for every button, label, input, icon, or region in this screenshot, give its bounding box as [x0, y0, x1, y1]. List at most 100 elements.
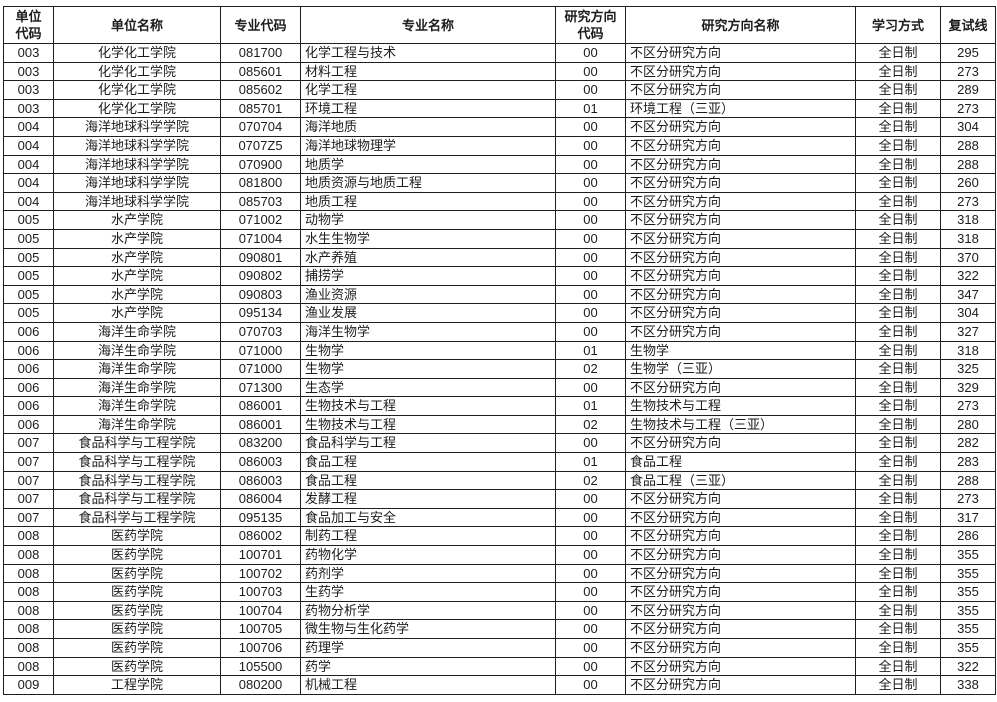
cell-study-mode: 全日制	[855, 210, 941, 230]
table-row: 008 医药学院 100701 药物化学 00 不区分研究方向 全日制 355	[3, 545, 996, 565]
cell-unit-code: 006	[3, 377, 54, 398]
cell-study-mode: 全日制	[855, 638, 941, 658]
cell-score-line: 282	[940, 433, 996, 454]
cell-direction-name: 不区分研究方向	[625, 675, 856, 695]
table-row: 006 海洋生命学院 071000 生物学 01 生物学 全日制 318	[3, 340, 996, 361]
cell-unit-code: 005	[3, 266, 54, 286]
cell-direction-name: 不区分研究方向	[625, 117, 856, 137]
cell-direction-name: 不区分研究方向	[625, 284, 856, 305]
cell-unit-name: 水产学院	[53, 303, 221, 323]
column-header-unit-code: 单位 代码	[3, 6, 54, 44]
table-row: 006 海洋生命学院 071000 生物学 02 生物学（三亚） 全日制 325	[3, 359, 996, 379]
cell-unit-code: 008	[3, 656, 54, 677]
cell-direction-code: 00	[555, 135, 626, 156]
table-row: 008 医药学院 100702 药剂学 00 不区分研究方向 全日制 355	[3, 563, 996, 584]
cell-major-name: 动物学	[300, 210, 556, 230]
cell-major-code: 095135	[220, 507, 301, 528]
cell-direction-code: 00	[555, 675, 626, 695]
cell-major-code: 085602	[220, 80, 301, 100]
cell-direction-code: 00	[555, 191, 626, 212]
cell-major-name: 地质学	[300, 154, 556, 175]
cell-major-code: 086003	[220, 470, 301, 491]
cell-major-code: 081800	[220, 173, 301, 193]
cell-unit-code: 007	[3, 470, 54, 491]
cell-score-line: 355	[940, 600, 996, 621]
admissions-score-table: 单位 代码 单位名称 专业代码 专业名称 研究方向 代码 研究方向名称 学习方式 复试线 00…	[3, 6, 996, 695]
cell-major-name: 药物分析学	[300, 600, 556, 621]
cell-direction-code: 00	[555, 545, 626, 565]
column-header-major-name: 专业名称	[300, 6, 556, 44]
cell-direction-name: 不区分研究方向	[625, 545, 856, 565]
column-header-score-line: 复试线	[940, 6, 996, 44]
cell-study-mode: 全日制	[855, 396, 941, 416]
cell-score-line: 273	[940, 489, 996, 509]
cell-study-mode: 全日制	[855, 303, 941, 323]
cell-unit-name: 食品科学与工程学院	[53, 452, 221, 472]
cell-direction-code: 00	[555, 563, 626, 584]
table-row: 004 海洋地球科学学院 0707Z5 海洋地球物理学 00 不区分研究方向 全日制 288	[3, 135, 996, 156]
cell-major-code: 071000	[220, 340, 301, 361]
cell-major-code: 100702	[220, 563, 301, 584]
cell-direction-code: 00	[555, 638, 626, 658]
cell-study-mode: 全日制	[855, 228, 941, 249]
cell-study-mode: 全日制	[855, 600, 941, 621]
cell-study-mode: 全日制	[855, 675, 941, 695]
cell-unit-code: 006	[3, 396, 54, 416]
cell-direction-code: 00	[555, 507, 626, 528]
cell-unit-code: 004	[3, 191, 54, 212]
cell-unit-code: 007	[3, 452, 54, 472]
cell-score-line: 322	[940, 656, 996, 677]
cell-score-line: 370	[940, 247, 996, 268]
cell-score-line: 273	[940, 98, 996, 119]
cell-unit-name: 食品科学与工程学院	[53, 507, 221, 528]
cell-unit-code: 005	[3, 284, 54, 305]
cell-study-mode: 全日制	[855, 98, 941, 119]
column-header-direction-code: 研究方向 代码	[555, 6, 626, 44]
cell-study-mode: 全日制	[855, 545, 941, 565]
cell-direction-name: 不区分研究方向	[625, 582, 856, 602]
cell-unit-name: 海洋生命学院	[53, 321, 221, 342]
column-header-direction-name: 研究方向名称	[625, 6, 856, 44]
cell-study-mode: 全日制	[855, 61, 941, 82]
cell-study-mode: 全日制	[855, 266, 941, 286]
cell-unit-name: 工程学院	[53, 675, 221, 695]
cell-direction-code: 00	[555, 526, 626, 547]
cell-direction-code: 01	[555, 396, 626, 416]
cell-major-name: 化学工程	[300, 80, 556, 100]
cell-unit-code: 005	[3, 247, 54, 268]
cell-direction-code: 00	[555, 489, 626, 509]
cell-unit-code: 009	[3, 675, 54, 695]
cell-unit-name: 水产学院	[53, 247, 221, 268]
cell-unit-name: 医药学院	[53, 526, 221, 547]
cell-direction-code: 00	[555, 433, 626, 454]
cell-direction-code: 02	[555, 414, 626, 435]
table-row: 008 医药学院 105500 药学 00 不区分研究方向 全日制 322	[3, 656, 996, 677]
cell-study-mode: 全日制	[855, 117, 941, 137]
cell-direction-name: 环境工程（三亚）	[625, 98, 856, 119]
cell-major-code: 085703	[220, 191, 301, 212]
cell-major-name: 食品科学与工程	[300, 433, 556, 454]
table-row: 007 食品科学与工程学院 095135 食品加工与安全 00 不区分研究方向 全日制 317	[3, 507, 996, 528]
cell-unit-name: 海洋生命学院	[53, 340, 221, 361]
cell-unit-name: 水产学院	[53, 210, 221, 230]
cell-study-mode: 全日制	[855, 452, 941, 472]
cell-score-line: 280	[940, 414, 996, 435]
cell-major-code: 085601	[220, 61, 301, 82]
cell-major-name: 渔业资源	[300, 284, 556, 305]
cell-unit-code: 004	[3, 173, 54, 193]
table-row: 007 食品科学与工程学院 086003 食品工程 02 食品工程（三亚） 全日制 288	[3, 470, 996, 491]
cell-direction-name: 不区分研究方向	[625, 247, 856, 268]
cell-direction-code: 00	[555, 619, 626, 639]
cell-major-name: 生态学	[300, 377, 556, 398]
cell-direction-code: 01	[555, 340, 626, 361]
cell-score-line: 347	[940, 284, 996, 305]
cell-direction-code: 00	[555, 80, 626, 100]
table-row: 005 水产学院 090802 捕捞学 00 不区分研究方向 全日制 322	[3, 266, 996, 286]
cell-unit-name: 海洋地球科学学院	[53, 173, 221, 193]
table-row: 003 化学化工学院 081700 化学工程与技术 00 不区分研究方向 全日制 295	[3, 43, 996, 63]
cell-study-mode: 全日制	[855, 470, 941, 491]
cell-major-code: 100705	[220, 619, 301, 639]
cell-unit-name: 食品科学与工程学院	[53, 470, 221, 491]
cell-direction-name: 不区分研究方向	[625, 433, 856, 454]
cell-study-mode: 全日制	[855, 414, 941, 435]
